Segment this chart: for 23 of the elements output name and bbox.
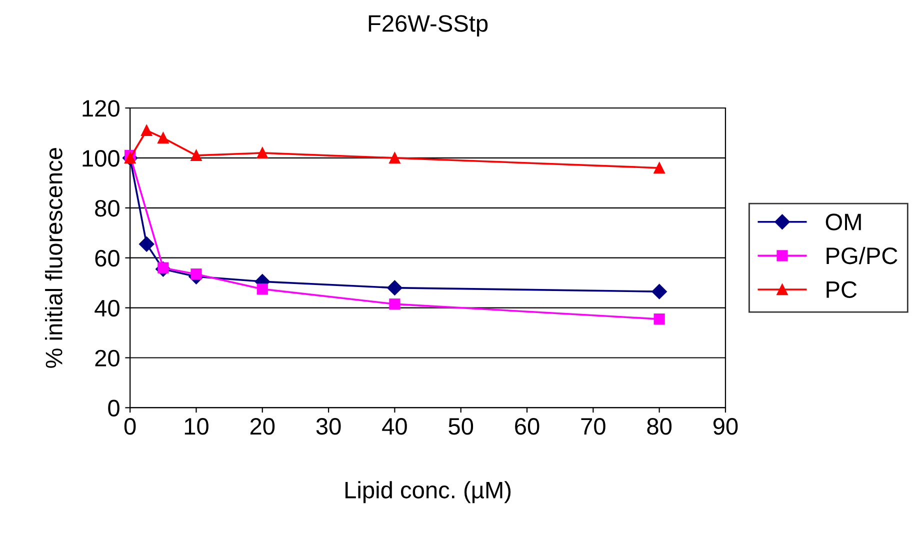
x-tick-label: 30 — [316, 418, 341, 435]
x-tick-label: 40 — [382, 418, 407, 435]
x-tick-label: 50 — [448, 418, 474, 435]
legend-label: PG/PC — [826, 246, 898, 264]
x-axis-title: Lipid conc. (µM) — [345, 481, 511, 504]
y-tick-label: 120 — [82, 100, 120, 117]
chart-title: F26W-SStp — [368, 15, 488, 37]
y-tick-label: 0 — [108, 400, 120, 416]
y-tick-label: 60 — [95, 250, 120, 267]
x-tick-label: 10 — [184, 418, 208, 435]
y-tick-label: 20 — [95, 350, 120, 367]
legend-label: OM — [826, 214, 861, 230]
y-tick-label: 40 — [94, 300, 120, 317]
x-tick-label: 0 — [124, 418, 136, 435]
x-tick-label: 80 — [647, 418, 672, 435]
x-tick-label: 20 — [250, 418, 275, 435]
x-tick-label: 70 — [581, 418, 606, 435]
x-tick-label: 90 — [713, 418, 738, 435]
y-tick-label: 80 — [95, 200, 120, 217]
y-axis-title: % initial fluorescence — [45, 148, 62, 368]
legend-label: PC — [826, 281, 857, 298]
x-tick-label: 60 — [515, 418, 540, 435]
y-tick-label: 100 — [82, 150, 120, 167]
